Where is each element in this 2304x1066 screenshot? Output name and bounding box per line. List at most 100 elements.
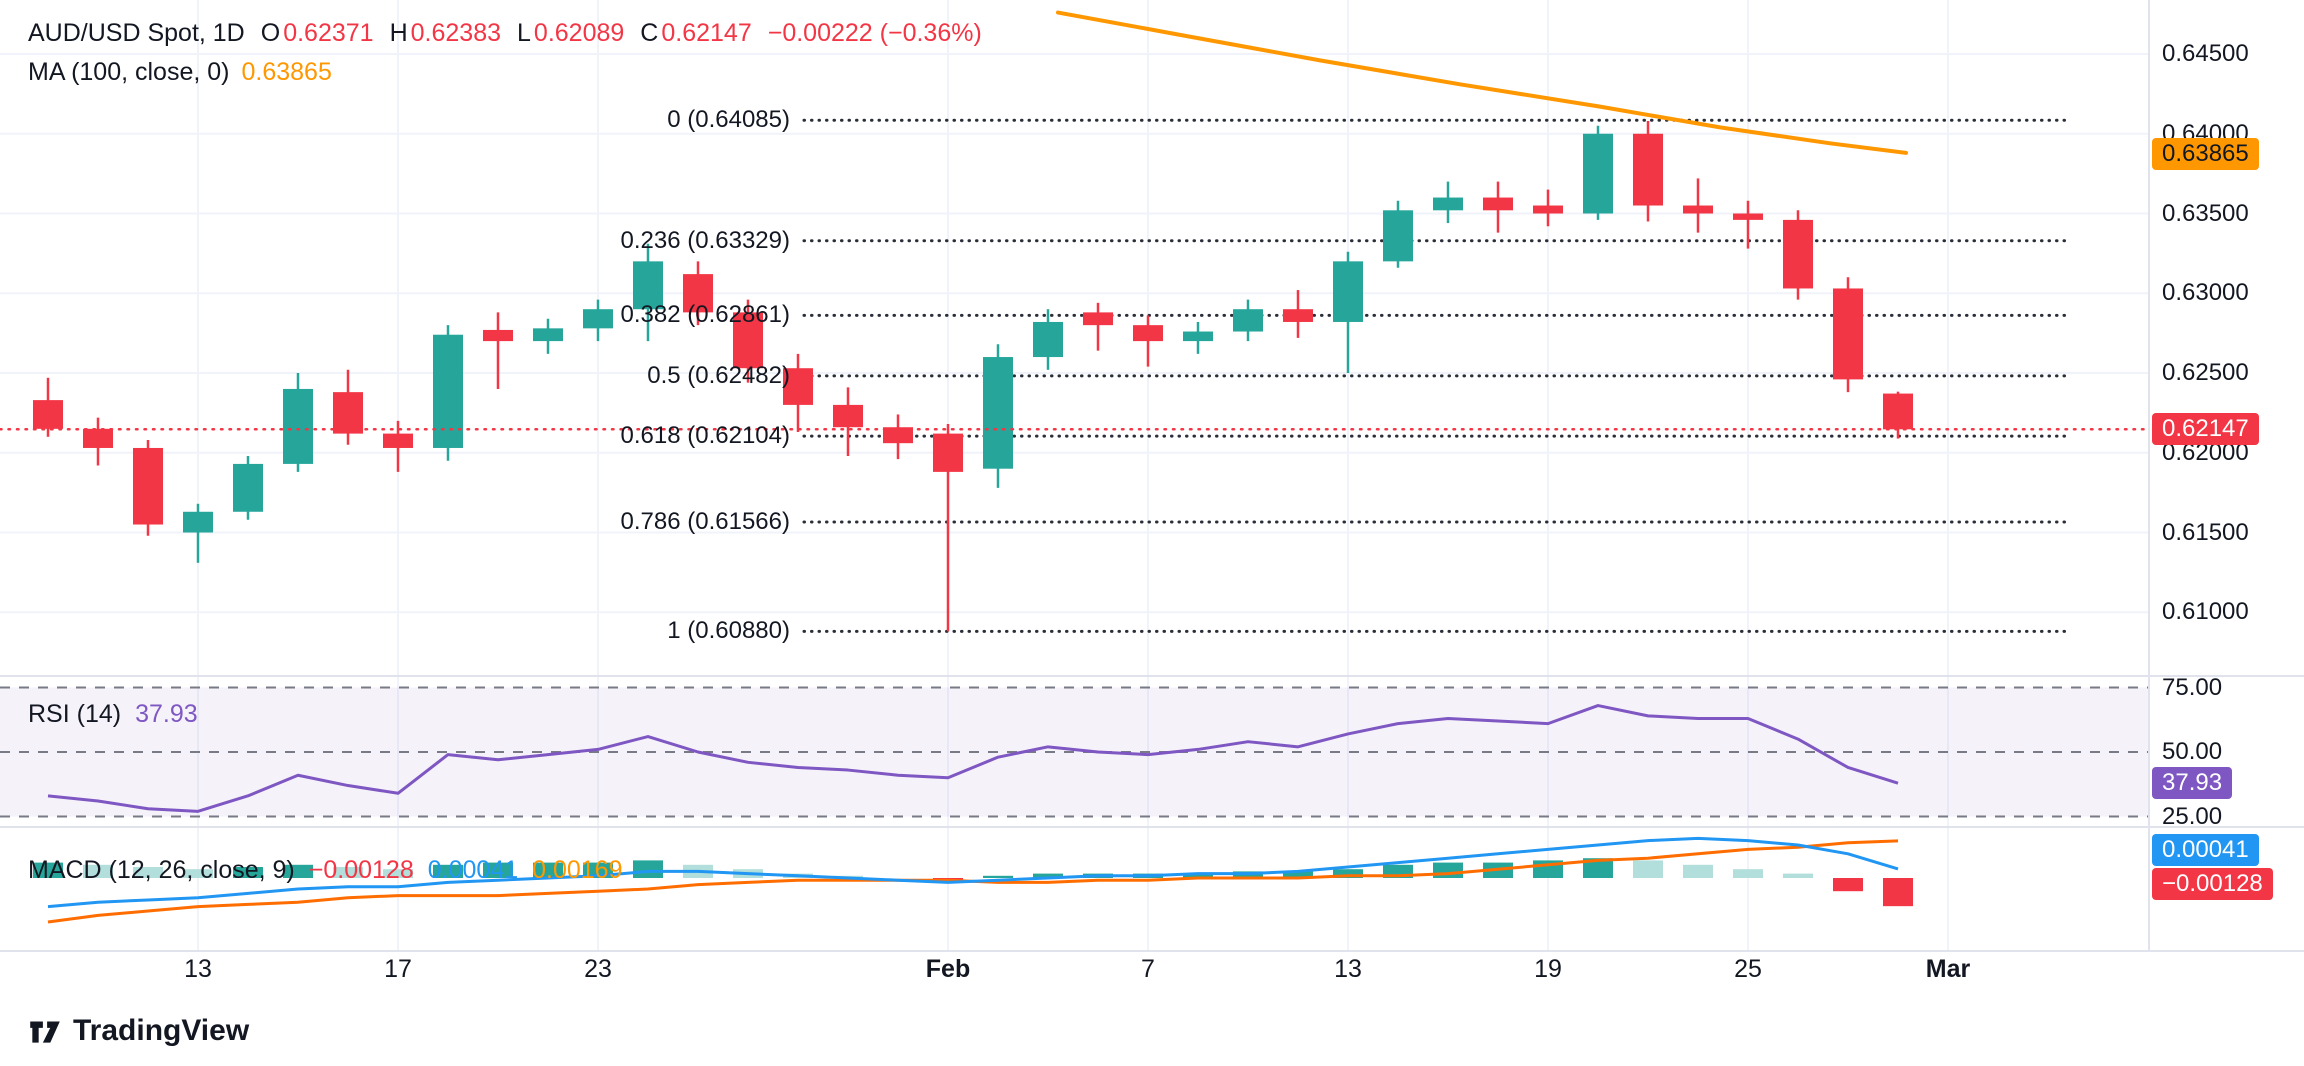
macd-histogram-bar bbox=[1783, 873, 1813, 878]
low-value: 0.62089 bbox=[533, 19, 625, 47]
rsi-value-badge: 37.93 bbox=[2152, 767, 2233, 800]
candle-body bbox=[933, 433, 963, 472]
high-value: 0.62383 bbox=[410, 19, 502, 47]
ohlc-close: C 0.62147 bbox=[640, 19, 751, 48]
ma-value-badge: 0.63865 bbox=[2152, 138, 2259, 171]
candle-body bbox=[183, 511, 213, 533]
price-axis-label: 0.62500 bbox=[2162, 359, 2249, 386]
close-value: 0.62147 bbox=[661, 19, 752, 47]
candle-body bbox=[733, 312, 763, 369]
ohlc-low: L 0.62089 bbox=[517, 19, 624, 48]
ma-100-line bbox=[1056, 10, 1908, 155]
macd-histogram-bar bbox=[633, 860, 663, 878]
macd-histogram-bar bbox=[283, 864, 313, 878]
candle-body bbox=[1033, 321, 1063, 358]
price-axis-label: 0.61000 bbox=[2162, 598, 2249, 626]
rsi-legend: RSI (14) 37.93 bbox=[28, 700, 198, 729]
macd-histogram-bar bbox=[1433, 862, 1463, 878]
open-label: O bbox=[260, 19, 281, 47]
ohlc-row: AUD/USD Spot, 1D O 0.62371 H 0.62383 L 0.62… bbox=[28, 14, 982, 53]
rsi-axis-label: 50.00 bbox=[2162, 738, 2223, 765]
candle-body bbox=[1483, 197, 1513, 211]
price-axis-label: 0.64500 bbox=[2162, 40, 2249, 67]
time-axis[interactable] bbox=[0, 952, 2148, 1000]
candle-body bbox=[1433, 197, 1463, 211]
candle-body bbox=[1333, 261, 1363, 322]
tradingview-logo-text: TradingView bbox=[73, 1014, 250, 1047]
macd-legend: MACD (12, 26, close, 9) −0.00128 0.00041… bbox=[28, 856, 622, 885]
macd-histogram-bar bbox=[483, 862, 513, 878]
candle-body bbox=[383, 433, 413, 448]
fib-label-0382[interactable]: 0.382 (0.62861) bbox=[620, 301, 790, 329]
candle-body bbox=[783, 368, 813, 405]
macd-hist-value: −0.00128 bbox=[308, 856, 414, 884]
candle-body bbox=[1183, 331, 1213, 342]
macd-line-value: 0.00041 bbox=[427, 856, 519, 884]
macd-histogram-bar bbox=[1333, 869, 1363, 878]
rsi-line bbox=[47, 704, 1899, 813]
rsi-axis-label: 25.00 bbox=[2162, 802, 2223, 830]
close-label: C bbox=[640, 19, 659, 47]
fib-label-0786[interactable]: 0.786 (0.61566) bbox=[620, 507, 790, 535]
candle-body bbox=[1683, 205, 1713, 214]
price-axis-label: 0.63000 bbox=[2162, 279, 2249, 307]
time-axis-label: Mar bbox=[1925, 955, 1971, 983]
candle-body bbox=[633, 261, 663, 310]
last-price-badge: 0.62147 bbox=[2152, 413, 2259, 446]
macd-histogram-bar bbox=[1883, 878, 1913, 907]
ma-indicator-value: 0.63865 bbox=[241, 58, 332, 86]
candle-body bbox=[283, 388, 313, 464]
symbol-title[interactable]: AUD/USD Spot, 1D bbox=[28, 19, 245, 47]
high-label: H bbox=[389, 19, 408, 47]
candle-body bbox=[33, 400, 63, 429]
time-axis-label: 13 bbox=[184, 955, 212, 983]
candle-body bbox=[1883, 393, 1913, 430]
price-axis-label: 0.61500 bbox=[2162, 518, 2249, 546]
candle-body bbox=[333, 392, 363, 434]
macd-histogram-bar bbox=[1733, 869, 1763, 878]
price-change: −0.00222 (−0.36%) bbox=[767, 19, 982, 47]
candle-body bbox=[483, 329, 513, 342]
time-axis-label: 25 bbox=[1734, 955, 1762, 983]
macd-histogram-bar bbox=[433, 864, 463, 878]
candle-body bbox=[833, 404, 863, 428]
macd-histogram-bar bbox=[133, 867, 163, 878]
time-axis-label: 23 bbox=[584, 955, 612, 983]
rsi-label[interactable]: RSI (14) bbox=[28, 700, 122, 728]
macd-label[interactable]: MACD (12, 26, close, 9) bbox=[28, 856, 295, 884]
time-axis-label: Feb bbox=[925, 955, 971, 983]
candle-body bbox=[1283, 309, 1313, 322]
rsi-value: 37.93 bbox=[135, 700, 198, 728]
macd-histogram-bar bbox=[1033, 873, 1063, 878]
macd-histogram-bar bbox=[1583, 858, 1613, 878]
tradingview-logo-icon bbox=[30, 1021, 60, 1043]
macd-histogram-bar bbox=[983, 875, 1013, 878]
macd-histogram-bar bbox=[1183, 873, 1213, 878]
macd-line bbox=[47, 836, 1899, 909]
macd-histogram-bar bbox=[183, 869, 213, 878]
fib-label-0[interactable]: 0 (0.64085) bbox=[667, 106, 790, 134]
candle-body bbox=[1633, 133, 1663, 206]
tradingview-logo[interactable]: TradingView bbox=[26, 1012, 249, 1050]
macd-histogram-bar bbox=[1683, 864, 1713, 878]
fib-label-0618[interactable]: 0.618 (0.62104) bbox=[620, 422, 790, 450]
fib-label-05[interactable]: 0.5 (0.62482) bbox=[647, 361, 790, 389]
candle-body bbox=[1383, 210, 1413, 262]
macd-histogram-bar bbox=[533, 862, 563, 878]
candle-body bbox=[1533, 205, 1563, 214]
candle-body bbox=[1583, 133, 1613, 214]
macd-histogram-bar bbox=[383, 869, 413, 878]
time-axis-label: 19 bbox=[1534, 955, 1562, 983]
macd-signal-value: 0.00169 bbox=[532, 856, 623, 884]
candle-body bbox=[683, 274, 713, 313]
candle-body bbox=[233, 463, 263, 512]
macd-histogram-bar bbox=[333, 867, 363, 878]
macd-hist-badge: −0.00128 bbox=[2152, 868, 2273, 900]
macd-histogram-bar bbox=[1833, 878, 1863, 892]
fib-label-0236[interactable]: 0.236 (0.63329) bbox=[620, 226, 790, 254]
candle-body bbox=[883, 427, 913, 444]
ma-indicator-label[interactable]: MA (100, close, 0) bbox=[28, 58, 230, 86]
fib-label-1[interactable]: 1 (0.60880) bbox=[667, 617, 790, 645]
candle-body bbox=[1783, 219, 1813, 289]
